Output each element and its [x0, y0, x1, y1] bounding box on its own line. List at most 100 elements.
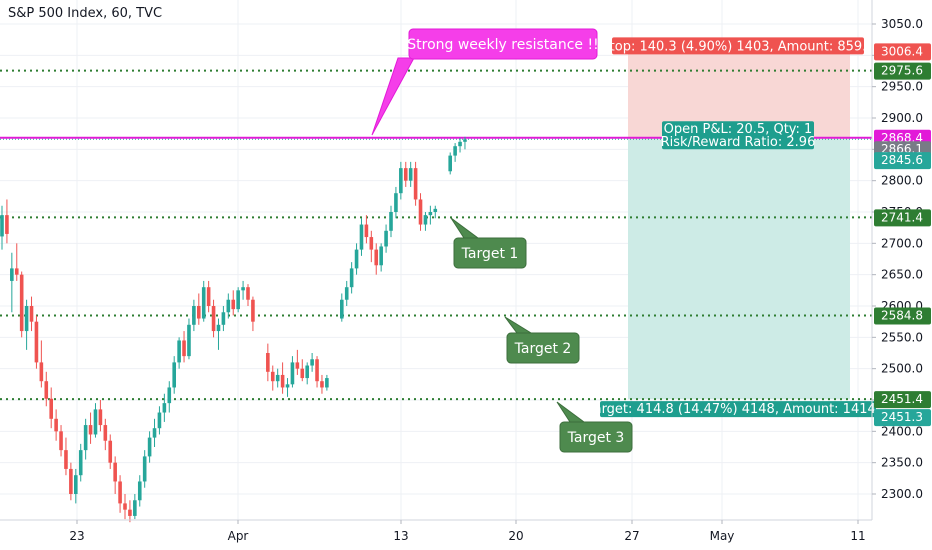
- candle-body: [152, 428, 157, 438]
- candle: [74, 468, 78, 504]
- price-tag: 2741.4: [874, 209, 931, 227]
- candle: [192, 299, 196, 332]
- candle: [295, 349, 300, 375]
- candle: [211, 299, 216, 338]
- candle: [285, 378, 290, 397]
- candle-body: [266, 353, 270, 372]
- candle-body: [39, 362, 44, 382]
- candle-body: [246, 287, 250, 300]
- candle: [54, 409, 58, 441]
- target-zone: [628, 139, 850, 400]
- candle-body: [423, 215, 428, 225]
- resistance-callout: Strong weekly resistance !!: [371, 28, 599, 136]
- target-3-note-pointer: [556, 401, 586, 423]
- candle-body: [310, 359, 314, 366]
- candle-body: [192, 306, 196, 325]
- target-1-note: Target 1: [450, 217, 527, 269]
- target-1-note-pointer: [450, 217, 480, 239]
- candle: [379, 243, 383, 272]
- price-tag-bg: [874, 209, 931, 227]
- candle: [359, 218, 364, 256]
- candle-body: [300, 368, 305, 379]
- candle: [270, 365, 275, 391]
- candle: [403, 161, 408, 187]
- price-tag-bg: [874, 43, 931, 61]
- candle-body: [389, 212, 393, 231]
- candle: [29, 296, 34, 332]
- time-tick-label: 11: [850, 529, 865, 543]
- candle-body: [142, 456, 147, 482]
- target-2-note: Target 2: [504, 316, 580, 364]
- candle: [344, 280, 349, 306]
- candle-body: [133, 500, 137, 516]
- candle-body: [270, 371, 275, 382]
- candle: [275, 368, 280, 388]
- candle-body: [364, 224, 369, 238]
- price-tag-label: 2845.6: [881, 153, 923, 167]
- candle-body: [241, 287, 245, 291]
- candle-body: [340, 299, 344, 319]
- candle-body: [325, 378, 329, 388]
- candle: [177, 337, 181, 369]
- candle: [64, 437, 68, 476]
- target-3-note-bg: [559, 421, 633, 453]
- candle: [349, 262, 354, 294]
- callout-pointer: [371, 57, 415, 136]
- candle: [137, 475, 142, 507]
- candle: [389, 205, 393, 238]
- candle-body: [201, 287, 206, 319]
- candle-body: [399, 168, 403, 194]
- price-tick-label: 2500.0: [881, 362, 923, 376]
- candle: [123, 494, 127, 520]
- candle: [315, 356, 319, 388]
- candle: [118, 475, 122, 513]
- candle-body: [433, 208, 438, 212]
- price-tick-label: 3050.0: [881, 17, 923, 31]
- candle-body: [123, 503, 127, 510]
- candle-body: [49, 398, 53, 419]
- price-tag-bg: [874, 307, 931, 325]
- candle: [463, 136, 467, 150]
- price-tag-label: 2975.6: [881, 64, 923, 78]
- candle: [433, 205, 438, 219]
- candle-body: [221, 312, 226, 325]
- candle: [5, 199, 9, 244]
- candle-body: [369, 237, 374, 250]
- candle-body: [44, 381, 49, 399]
- candle-body: [118, 481, 122, 504]
- candle-body: [74, 475, 78, 494]
- target-1-note-text: Target 1: [461, 246, 519, 262]
- pnl-label-bg: [662, 121, 814, 150]
- candle: [320, 374, 324, 394]
- candle: [49, 387, 53, 429]
- candle: [88, 412, 93, 444]
- candle: [374, 243, 379, 275]
- candle: [182, 331, 186, 363]
- candle: [354, 243, 359, 275]
- price-tag: 2584.8: [874, 307, 931, 325]
- candle: [300, 359, 305, 382]
- candle-body: [108, 440, 113, 463]
- target-2-note-text: Target 2: [514, 341, 572, 357]
- candle: [10, 252, 14, 313]
- candle-body: [379, 246, 383, 266]
- candle: [152, 418, 157, 447]
- candle-body: [305, 365, 309, 379]
- price-tag-label: 2451.4: [881, 392, 923, 406]
- candle-body: [147, 437, 152, 457]
- target-2-note-pointer: [504, 316, 533, 334]
- candle-body: [29, 306, 34, 322]
- price-tick-label: 2700.0: [881, 236, 923, 250]
- candle: [325, 374, 329, 391]
- candle-body: [59, 431, 63, 451]
- candle: [310, 353, 314, 372]
- candle-body: [231, 299, 236, 310]
- candle-body: [315, 359, 319, 382]
- price-tick-label: 2350.0: [881, 456, 923, 470]
- candle: [133, 494, 137, 520]
- time-tick-label: 27: [624, 529, 639, 543]
- price-tick-label: 2400.0: [881, 424, 923, 438]
- candle-body: [344, 287, 349, 300]
- time-tick-label: 23: [69, 529, 84, 543]
